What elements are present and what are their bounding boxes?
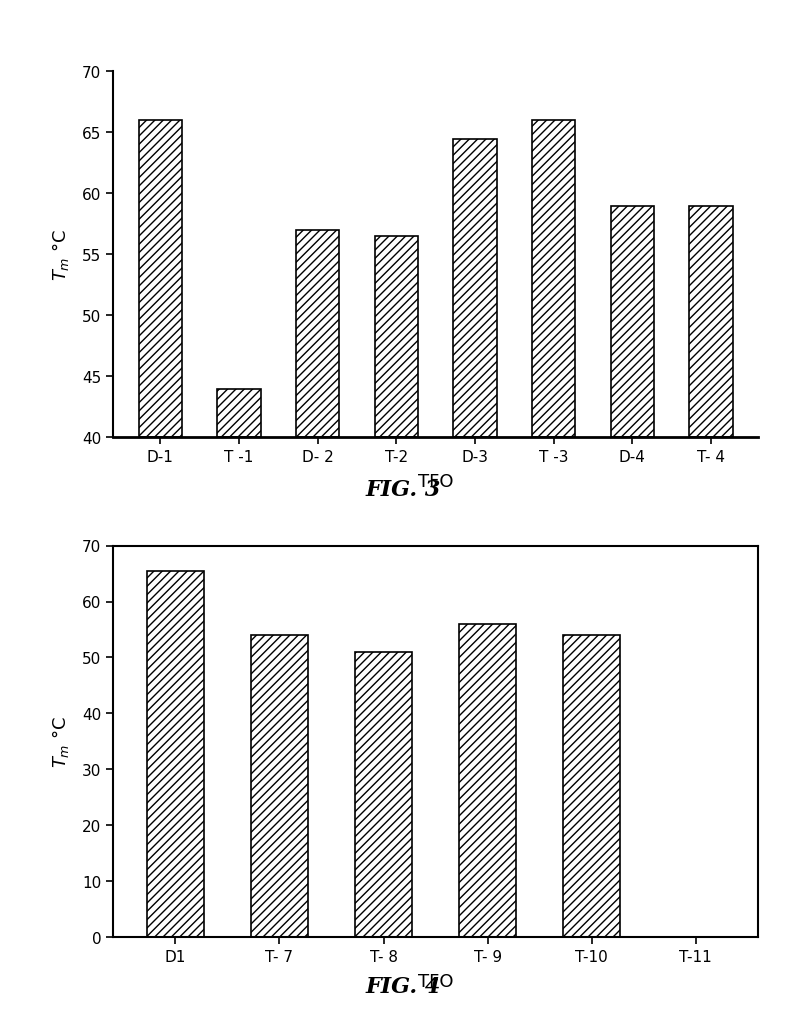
Bar (374, 237, 418, 438)
Bar (563, 636, 620, 937)
Bar (689, 206, 732, 438)
X-axis label: TFO: TFO (418, 972, 453, 991)
Bar (139, 121, 181, 438)
Bar (251, 636, 308, 937)
X-axis label: TFO: TFO (418, 473, 453, 491)
Bar (610, 206, 654, 438)
Bar (296, 231, 339, 438)
Text: FIG. 4: FIG. 4 (365, 975, 441, 998)
Y-axis label: $T_m$ °C: $T_m$ °C (50, 229, 71, 281)
Bar (532, 121, 575, 438)
Bar (147, 571, 204, 937)
Bar (217, 389, 260, 438)
Y-axis label: $T_m$ °C: $T_m$ °C (50, 716, 71, 767)
Bar (453, 139, 496, 438)
Bar (355, 652, 412, 937)
Bar (459, 624, 516, 937)
Text: FIG. 3: FIG. 3 (365, 478, 441, 501)
